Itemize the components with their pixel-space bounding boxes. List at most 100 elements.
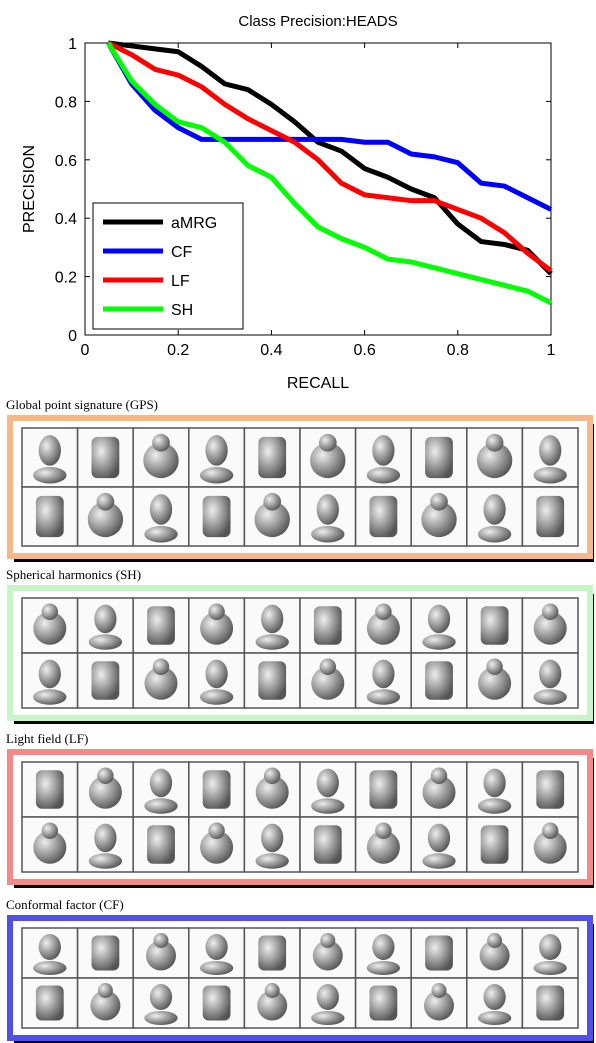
thumbnail xyxy=(36,496,64,537)
thumbnail xyxy=(33,689,66,704)
thumbnail xyxy=(208,604,225,621)
thumbnail xyxy=(425,936,453,971)
panel-title: Light field (LF) xyxy=(6,731,88,746)
thumbnail xyxy=(147,606,175,645)
thumbnail xyxy=(481,825,509,864)
thumbnail xyxy=(205,435,227,466)
thumbnail xyxy=(258,936,286,971)
thumbnail xyxy=(97,768,114,785)
thumbnail xyxy=(375,823,392,840)
thumbnail xyxy=(94,824,116,853)
thumbnail xyxy=(314,606,342,645)
thumbnail xyxy=(486,659,503,676)
thumbnail xyxy=(372,660,394,689)
thumbnail xyxy=(375,604,392,621)
thumbnail xyxy=(367,467,400,484)
thumbnail xyxy=(265,983,280,998)
thumbnail xyxy=(432,983,447,998)
thumbnail xyxy=(370,986,398,1021)
thumbnail xyxy=(428,824,450,853)
thumbnail xyxy=(431,768,448,785)
thumbnail xyxy=(33,467,66,484)
x-tick-label: 0.6 xyxy=(353,342,375,359)
thumbnail xyxy=(89,853,122,868)
thumbnail xyxy=(372,435,394,466)
thumbnail xyxy=(487,933,502,948)
thumbnail xyxy=(203,496,231,537)
thumbnail xyxy=(422,853,455,868)
thumbnail xyxy=(422,634,455,649)
panel-title: Global point signature (GPS) xyxy=(6,397,158,412)
thumbnail xyxy=(92,936,120,971)
thumbnail xyxy=(98,983,113,998)
x-tick-label: 0 xyxy=(81,342,90,359)
thumbnail xyxy=(264,768,281,785)
thumbnail xyxy=(200,689,233,704)
thumbnail xyxy=(92,437,120,478)
thumbnail xyxy=(94,605,116,634)
thumbnail xyxy=(539,934,561,960)
thumbnail xyxy=(205,934,227,960)
thumbnail xyxy=(150,984,172,1010)
thumbnail xyxy=(372,934,394,960)
y-axis-label: PRECISION xyxy=(21,145,38,233)
thumbnail xyxy=(203,986,231,1021)
thumbnail xyxy=(92,661,120,700)
thumbnail xyxy=(425,437,453,478)
thumbnail xyxy=(39,660,61,689)
thumbnail xyxy=(481,606,509,645)
chart-title: Class Precision:HEADS xyxy=(238,13,397,30)
x-tick-label: 1 xyxy=(547,342,556,359)
thumbnail xyxy=(314,825,342,864)
legend-label: SH xyxy=(171,302,193,319)
thumbnail xyxy=(256,853,289,868)
thumbnail xyxy=(311,526,344,543)
thumbnail xyxy=(150,494,172,525)
thumbnail xyxy=(542,823,559,840)
thumbnail xyxy=(319,434,337,452)
series-line xyxy=(108,43,551,209)
thumbnail xyxy=(370,496,398,537)
thumbnail xyxy=(367,689,400,704)
thumbnail xyxy=(478,798,511,813)
thumbnail xyxy=(33,961,66,975)
thumbnail xyxy=(258,437,286,478)
thumbnail xyxy=(370,770,398,809)
thumbnail xyxy=(536,986,564,1021)
thumbnail xyxy=(428,605,450,634)
legend-label: aMRG xyxy=(171,215,217,232)
thumbnail xyxy=(147,825,175,864)
y-tick-label: 1 xyxy=(68,36,77,53)
thumbnail xyxy=(534,689,567,704)
thumbnail xyxy=(536,496,564,537)
thumbnail xyxy=(39,934,61,960)
thumbnail xyxy=(144,798,177,813)
thumbnail xyxy=(483,494,505,525)
legend-label: CF xyxy=(171,244,193,261)
y-tick-label: 0.6 xyxy=(55,153,77,170)
thumbnail xyxy=(208,823,225,840)
thumbnail xyxy=(144,526,177,543)
x-tick-label: 0.2 xyxy=(167,342,189,359)
thumbnail xyxy=(320,933,335,948)
thumbnail xyxy=(89,634,122,649)
thumbnail xyxy=(430,493,448,511)
thumbnail xyxy=(42,604,59,621)
y-tick-label: 0 xyxy=(68,328,77,345)
thumbnail xyxy=(536,770,564,809)
thumbnail xyxy=(317,984,339,1010)
thumbnail xyxy=(534,961,567,975)
x-tick-label: 0.4 xyxy=(260,342,282,359)
legend-label: LF xyxy=(171,273,190,290)
thumbnail xyxy=(483,769,505,798)
thumbnail xyxy=(205,660,227,689)
thumbnail xyxy=(36,770,64,809)
thumbnail xyxy=(539,435,561,466)
thumbnail xyxy=(311,798,344,813)
thumbnail xyxy=(534,467,567,484)
thumbnail xyxy=(203,770,231,809)
thumbnail xyxy=(36,986,64,1021)
thumbnail xyxy=(320,659,337,676)
thumbnail xyxy=(311,1011,344,1025)
thumbnail xyxy=(42,823,59,840)
